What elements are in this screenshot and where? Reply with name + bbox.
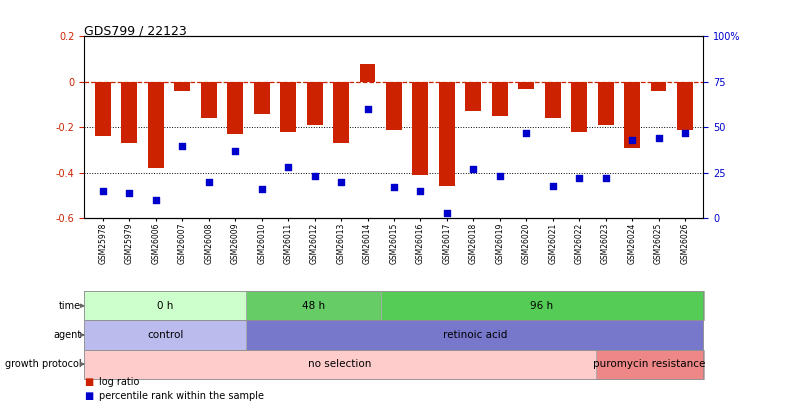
Text: puromycin resistance: puromycin resistance — [593, 359, 705, 369]
Bar — [491, 82, 507, 116]
Point — [678, 130, 691, 136]
Text: GDS799 / 22123: GDS799 / 22123 — [84, 25, 187, 38]
Text: ■: ■ — [84, 391, 94, 401]
Text: time: time — [59, 301, 81, 311]
Point — [176, 142, 189, 149]
Bar — [246, 320, 703, 350]
Text: log ratio: log ratio — [99, 377, 139, 387]
Point — [281, 164, 294, 171]
Text: 48 h: 48 h — [301, 301, 324, 311]
Bar — [246, 291, 380, 320]
Text: control: control — [147, 330, 183, 340]
Point — [308, 173, 320, 180]
Point — [520, 130, 532, 136]
Point — [625, 137, 638, 143]
Point — [651, 135, 664, 141]
Bar — [412, 82, 428, 175]
Bar — [280, 82, 296, 132]
Bar — [465, 82, 481, 111]
Bar — [544, 82, 560, 118]
Point — [572, 175, 585, 181]
Bar — [84, 320, 246, 350]
Text: 0 h: 0 h — [157, 301, 173, 311]
Bar — [595, 350, 703, 379]
Bar — [676, 82, 692, 130]
Point — [149, 197, 162, 203]
Point — [202, 179, 215, 185]
Point — [361, 106, 373, 113]
Bar — [95, 82, 111, 136]
Bar — [650, 82, 666, 91]
Bar — [438, 82, 454, 186]
Bar — [84, 291, 246, 320]
Point — [123, 190, 136, 196]
Point — [467, 166, 479, 173]
Text: ■: ■ — [84, 377, 94, 387]
Point — [440, 210, 453, 216]
Point — [598, 175, 611, 181]
Point — [229, 148, 242, 154]
Bar — [121, 82, 137, 143]
Bar — [380, 291, 703, 320]
Bar — [306, 82, 322, 125]
Point — [545, 182, 558, 189]
Text: no selection: no selection — [308, 359, 371, 369]
Bar — [385, 82, 402, 130]
Bar — [518, 82, 533, 89]
Bar — [623, 82, 639, 148]
Text: percentile rank within the sample: percentile rank within the sample — [99, 391, 263, 401]
Text: retinoic acid: retinoic acid — [442, 330, 506, 340]
Point — [387, 184, 400, 191]
Bar — [359, 64, 375, 82]
Text: growth protocol: growth protocol — [5, 359, 81, 369]
Bar — [174, 82, 190, 91]
Bar — [570, 82, 586, 132]
Bar — [201, 82, 217, 118]
Point — [96, 188, 109, 194]
Bar — [254, 82, 269, 114]
Bar — [227, 82, 243, 134]
Text: 96 h: 96 h — [530, 301, 553, 311]
Point — [334, 179, 347, 185]
Bar — [332, 82, 349, 143]
Point — [255, 186, 267, 192]
Bar — [597, 82, 613, 125]
Point — [493, 173, 506, 180]
Bar — [84, 350, 595, 379]
Bar — [148, 82, 164, 168]
Text: agent: agent — [53, 330, 81, 340]
Point — [414, 188, 426, 194]
